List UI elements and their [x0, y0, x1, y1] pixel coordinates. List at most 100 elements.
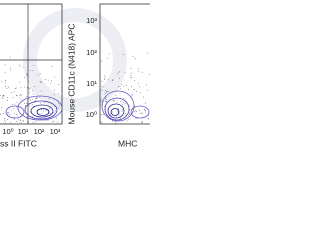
- event-dot: [24, 77, 26, 78]
- event-dot: [120, 101, 122, 103]
- event-dot: [141, 71, 143, 73]
- event-dot: [104, 92, 106, 94]
- event-dot: [145, 111, 146, 113]
- event-dot: [4, 64, 6, 66]
- event-dot: [41, 109, 42, 111]
- event-dot: [10, 92, 12, 93]
- event-dot: [148, 118, 149, 120]
- event-dot: [138, 70, 139, 72]
- event-dot: [108, 53, 110, 55]
- event-dot: [29, 111, 31, 113]
- event-dot: [105, 101, 107, 102]
- event-dot: [105, 105, 107, 107]
- event-dot: [141, 120, 143, 122]
- event-dot: [123, 54, 124, 55]
- event-dot: [106, 91, 108, 93]
- event-dot: [128, 112, 130, 114]
- event-dot: [39, 118, 41, 119]
- x-tick-label: 10²: [34, 127, 45, 136]
- event-dot: [100, 98, 102, 100]
- event-dot: [146, 84, 147, 86]
- event-dot: [20, 98, 22, 100]
- event-dot: [131, 85, 132, 87]
- event-dot: [29, 105, 31, 107]
- event-dot: [102, 101, 103, 102]
- event-dot: [140, 112, 142, 114]
- x-tick-label: 10³: [50, 127, 61, 136]
- event-dot: [53, 120, 55, 122]
- event-dot: [8, 114, 10, 116]
- event-dot: [22, 119, 24, 121]
- event-dot: [25, 105, 26, 106]
- event-dot: [104, 89, 106, 91]
- event-dot: [127, 115, 129, 117]
- event-dot: [47, 111, 49, 113]
- event-dot: [107, 91, 109, 93]
- event-dot: [39, 102, 41, 104]
- event-dot: [26, 96, 28, 98]
- event-dot: [29, 70, 31, 71]
- event-dot: [18, 119, 20, 121]
- event-dot: [106, 91, 107, 93]
- event-dot: [9, 67, 11, 69]
- event-dot: [103, 86, 105, 88]
- contour: [104, 97, 130, 121]
- event-dot: [49, 113, 51, 115]
- event-dot: [26, 74, 28, 76]
- event-dot: [102, 104, 103, 106]
- event-dot: [19, 93, 21, 95]
- event-dot: [115, 120, 117, 122]
- event-dot: [138, 86, 140, 88]
- event-dot: [12, 97, 14, 99]
- event-dot: [33, 65, 35, 66]
- event-dot: [10, 69, 12, 71]
- event-dot: [4, 118, 6, 120]
- contour: [130, 105, 150, 119]
- event-dot: [107, 79, 109, 81]
- event-dot: [45, 109, 47, 111]
- contour: [110, 108, 120, 116]
- event-dot: [128, 119, 130, 121]
- event-dot: [145, 102, 146, 104]
- event-dot: [28, 98, 30, 100]
- event-dot: [37, 74, 39, 76]
- event-dot: [103, 75, 105, 77]
- right-panel: Mouse CD11c (N418) APC 10⁰ 10¹ 10² 10³ M…: [66, 3, 150, 148]
- event-dot: [26, 102, 28, 104]
- event-dot: [54, 105, 55, 107]
- event-dot: [51, 66, 53, 67]
- x-tick-label: 10¹: [18, 127, 29, 136]
- event-dot: [57, 93, 59, 95]
- event-dot: [53, 112, 55, 114]
- event-dot: [27, 105, 29, 106]
- event-dot: [43, 108, 45, 110]
- event-dot: [130, 72, 132, 74]
- event-dot: [18, 64, 20, 66]
- event-dot: [126, 120, 128, 122]
- y-tick-label: 10¹: [86, 79, 97, 88]
- event-dot: [38, 116, 40, 118]
- event-dot: [130, 97, 132, 99]
- event-dot: [7, 86, 9, 88]
- event-dot: [16, 94, 18, 96]
- event-dot: [137, 117, 138, 119]
- contours: [5, 95, 63, 121]
- event-dot: [147, 89, 148, 91]
- event-dot: [21, 94, 22, 96]
- event-dot: [28, 87, 30, 89]
- event-dot: [125, 113, 127, 114]
- contour: [36, 108, 50, 116]
- y-axis-label: Mouse CD11c (N418) APC: [66, 24, 76, 125]
- event-dot: [36, 96, 38, 98]
- event-dot: [26, 73, 28, 75]
- event-dot: [101, 60, 103, 62]
- event-dot: [135, 110, 136, 112]
- event-dot: [138, 110, 140, 112]
- event-dot: [124, 102, 126, 104]
- plot-frame: [0, 3, 63, 125]
- event-dot: [135, 117, 137, 119]
- event-dot: [124, 71, 126, 73]
- event-dot: [47, 119, 49, 121]
- event-dot: [20, 87, 22, 89]
- event-dot: [51, 80, 52, 82]
